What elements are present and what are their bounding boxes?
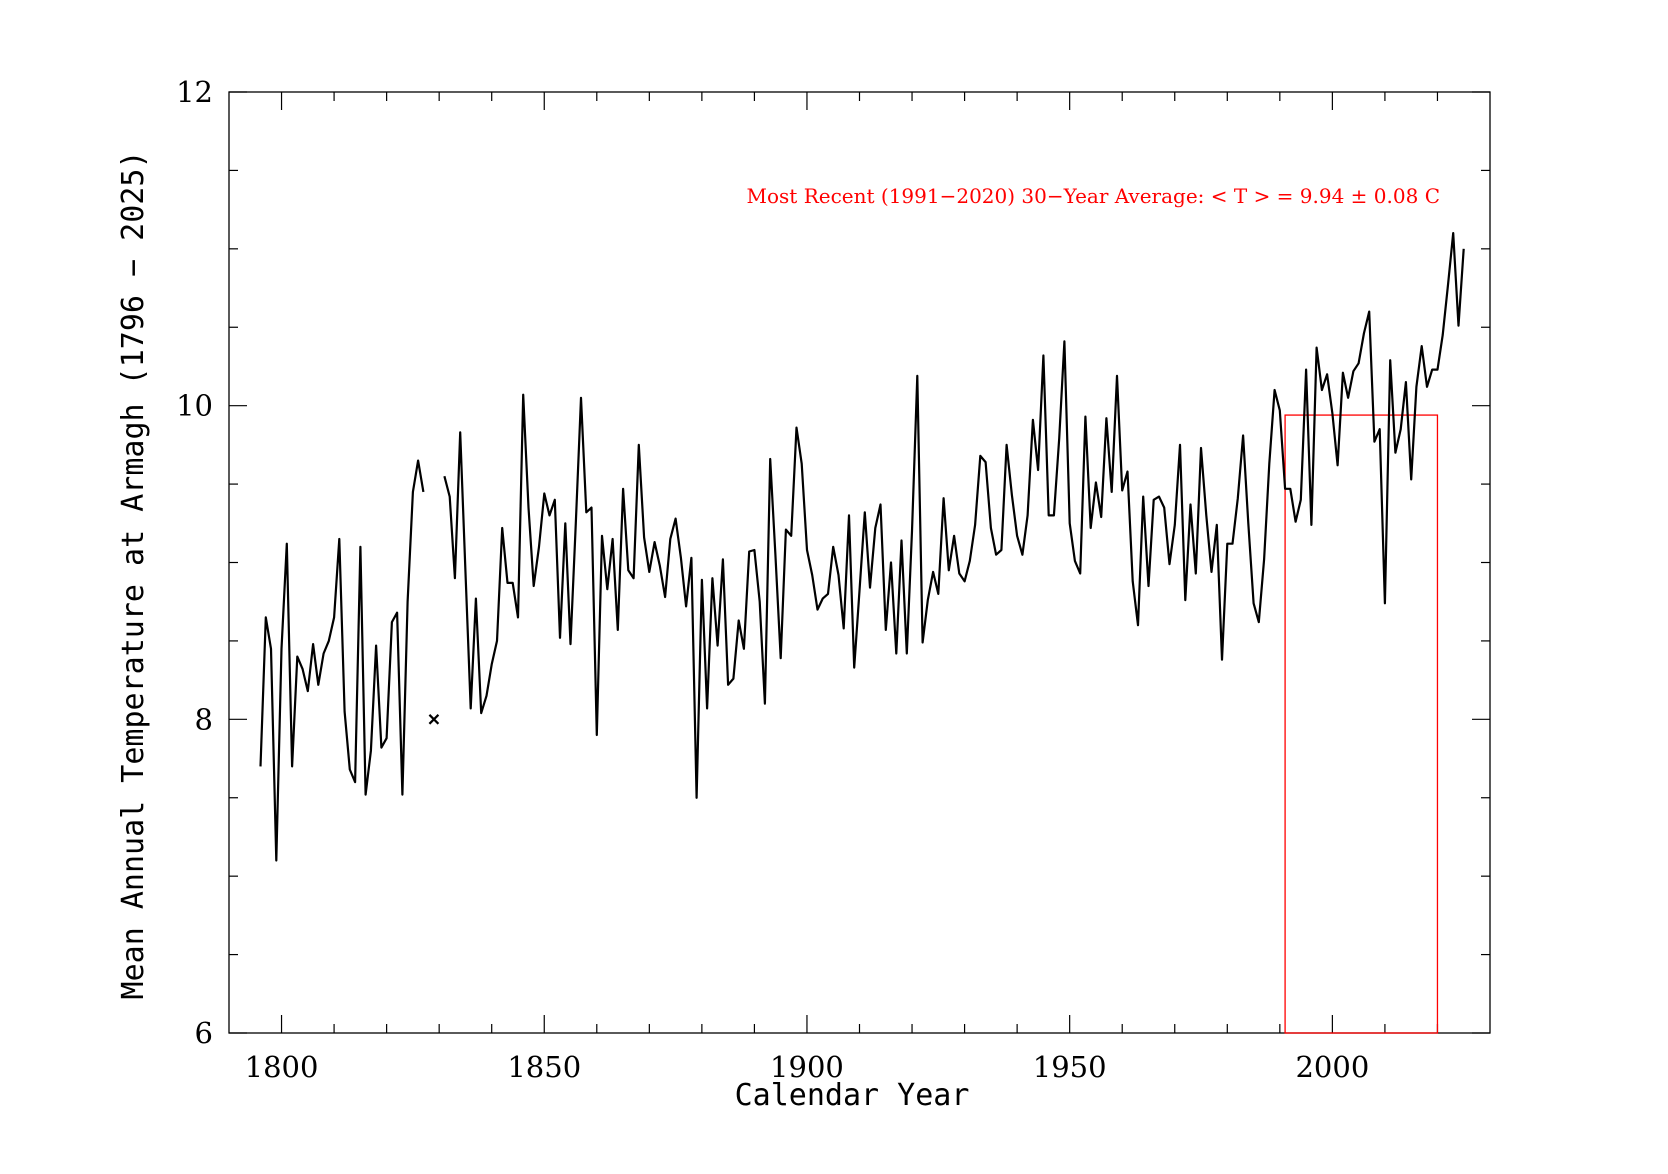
x-axis-title: Calendar Year — [735, 1078, 970, 1113]
x-tick-label: 1850 — [507, 1050, 581, 1084]
y-tick-label: 8 — [195, 702, 213, 736]
x-tick-label: 1950 — [1033, 1050, 1107, 1084]
plot-border — [228, 91, 1491, 1034]
temperature-series — [259, 232, 1465, 862]
missing-year-markers — [428, 714, 440, 725]
marker-stroke — [428, 714, 440, 725]
y-tick-label: 10 — [176, 389, 213, 423]
y-axis-title: Mean Annual Temperature at Armagh (1796 … — [116, 151, 151, 1000]
x-axis-ticks: 1800 1850 1900 1950 2000 — [245, 92, 1439, 1084]
x-tick-label: 1900 — [770, 1050, 844, 1084]
reference-period-box — [1284, 414, 1439, 1034]
series-line — [443, 232, 1465, 799]
reference-mean-box — [1284, 414, 1439, 1034]
series-line — [259, 459, 425, 862]
x-tick-label: 1800 — [245, 1050, 319, 1084]
average-annotation: Most Recent (1991−2020) 30−Year Average:… — [747, 184, 1440, 208]
x-tick-label: 2000 — [1295, 1050, 1369, 1084]
plot-frame — [228, 91, 1491, 1034]
y-axis-ticks: 6 8 10 12 — [176, 75, 1490, 1050]
missing-year-marker — [428, 714, 440, 725]
y-tick-label: 12 — [176, 75, 213, 109]
y-tick-label: 6 — [195, 1016, 213, 1050]
